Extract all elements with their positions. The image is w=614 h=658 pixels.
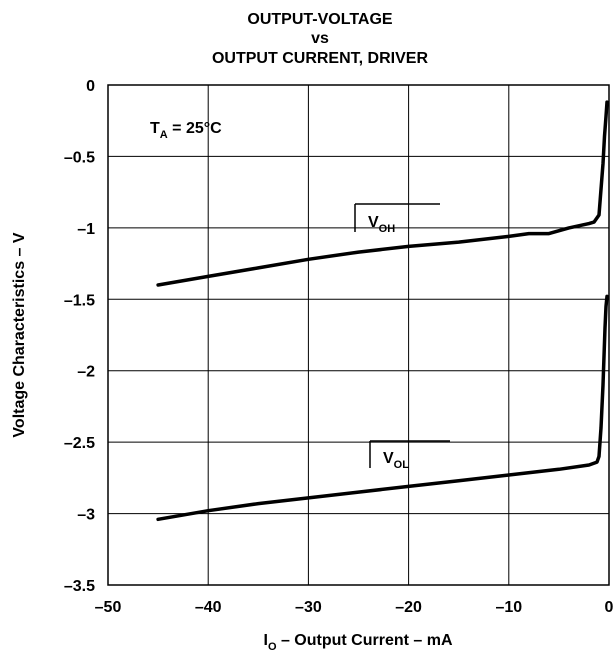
vol-label: VOL (369, 440, 450, 471)
series-line-voh (156, 100, 609, 287)
x-axis-label: IO – Output Current – mA (263, 632, 452, 653)
y-tick-label: –0.5 (64, 149, 95, 166)
series-line-vol (156, 294, 609, 522)
x-tick-label: –10 (495, 599, 522, 616)
y-tick-label: –3.5 (64, 578, 95, 595)
y-axis-label: Voltage Characteristics – V (11, 232, 28, 437)
x-tick-label: –50 (95, 599, 122, 616)
voh-label-text: VOH (368, 214, 395, 235)
y-tick-labels: 0 –0.5 –1 –1.5 –2 –2.5 –3 –3.5 (64, 78, 95, 595)
y-tick-label: –2 (77, 364, 95, 381)
x-tick-labels: –50 –40 –30 –20 –10 0 (95, 599, 614, 616)
y-tick-label: 0 (86, 78, 95, 95)
x-tick-label: 0 (605, 599, 614, 616)
voh-label: VOH (354, 203, 440, 235)
chart-title: OUTPUT-VOLTAGE vs OUTPUT CURRENT, DRIVER (212, 11, 428, 67)
chart-title-line-2: vs (311, 30, 329, 47)
chart-title-line-3: OUTPUT CURRENT, DRIVER (212, 50, 428, 67)
vol-label-text: VOL (383, 450, 409, 471)
temperature-annotation: TA = 25°C (150, 120, 222, 141)
series-lines (156, 100, 609, 522)
x-tick-label: –30 (295, 599, 322, 616)
x-tick-label: –40 (195, 599, 222, 616)
grid (108, 85, 609, 585)
x-tick-label: –20 (395, 599, 422, 616)
y-tick-label: –1.5 (64, 292, 95, 309)
chart-title-line-1: OUTPUT-VOLTAGE (247, 11, 393, 28)
plot-frame (107, 84, 610, 586)
y-tick-label: –1 (77, 221, 95, 238)
y-tick-label: –2.5 (64, 435, 95, 452)
y-tick-label: –3 (77, 507, 95, 524)
